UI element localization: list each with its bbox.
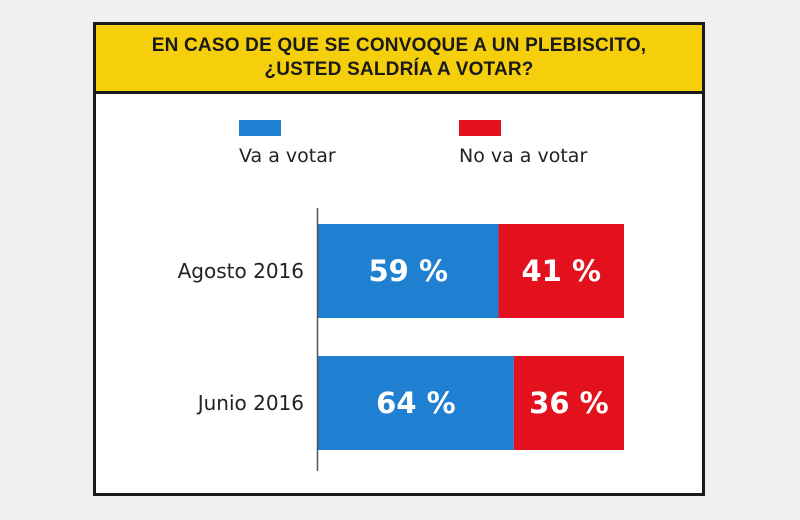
legend-swatch-no-va-a-votar: [459, 120, 501, 136]
data-label-no-va-a-votar-1: 41 %: [522, 254, 602, 288]
category-label-2: Junio 2016: [196, 391, 304, 415]
legend-swatch-va-a-votar: [239, 120, 281, 136]
data-label-no-va-a-votar-2: 36 %: [529, 386, 609, 420]
legend-label-va-a-votar: Va a votar: [239, 145, 336, 167]
chart-card: EN CASO DE QUE SE CONVOQUE A UN PLEBISCI…: [96, 25, 702, 493]
bar-va-a-votar-2: [318, 356, 514, 450]
legend-label-no-va-a-votar: No va a votar: [459, 145, 588, 167]
data-label-va-a-votar-2: 64 %: [376, 386, 456, 420]
category-label-1: Agosto 2016: [178, 259, 304, 283]
bar-no-va-a-votar-1: [498, 224, 624, 318]
data-label-va-a-votar-1: 59 %: [369, 254, 449, 288]
chart-title-line-1: EN CASO DE QUE SE CONVOQUE A UN PLEBISCI…: [151, 35, 647, 56]
bar-va-a-votar-1: [318, 224, 499, 318]
chart-frame: EN CASO DE QUE SE CONVOQUE A UN PLEBISCI…: [93, 22, 705, 496]
chart-title: EN CASO DE QUE SE CONVOQUE A UN PLEBISCI…: [96, 25, 702, 94]
chart-title-line-2: ¿USTED SALDRÍA A VOTAR?: [264, 59, 534, 80]
bar-no-va-a-votar-2: [513, 356, 624, 450]
stacked-bar-chart: 59 % 41 % Agosto 2016 64 % 36 % Junio 2016: [178, 208, 624, 471]
